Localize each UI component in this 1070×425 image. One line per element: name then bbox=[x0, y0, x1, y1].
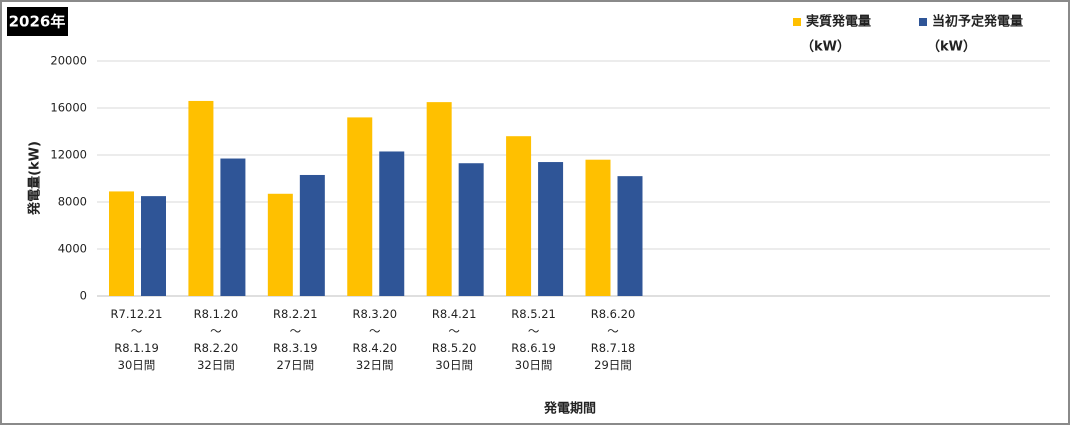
bar bbox=[299, 174, 325, 296]
bar bbox=[267, 193, 293, 296]
bar bbox=[379, 151, 405, 296]
y-tick-label: 20000 bbox=[50, 54, 87, 68]
x-tick-label: R7.12.21 ～ R8.1.19 30日間 bbox=[110, 307, 163, 372]
y-tick-label: 8000 bbox=[58, 195, 87, 209]
x-tick-label: R8.3.20 ～ R8.4.20 32日間 bbox=[352, 307, 398, 372]
x-tick-label: R8.5.21 ～ R8.6.19 30日間 bbox=[511, 307, 556, 372]
x-tick-label: R8.2.21 ～ R8.3.19 27日間 bbox=[273, 307, 318, 372]
bar bbox=[458, 163, 484, 296]
bar bbox=[617, 176, 643, 296]
chart-title: 2026年 bbox=[9, 13, 66, 31]
bar bbox=[426, 102, 452, 296]
bar bbox=[109, 191, 134, 296]
bar bbox=[220, 158, 246, 296]
x-tick-label: R8.4.21 ～ R8.5.20 30日間 bbox=[431, 307, 477, 372]
legend-unit: （kW） bbox=[801, 39, 850, 55]
y-tick-label: 0 bbox=[80, 289, 87, 303]
x-axis-label: 発電期間 bbox=[543, 401, 596, 417]
x-tick-label: R8.6.20 ～ R8.7.18 29日間 bbox=[590, 307, 636, 372]
legend-label: 実質発電量 bbox=[806, 14, 871, 30]
legend-swatch bbox=[793, 18, 801, 26]
bar bbox=[188, 100, 214, 296]
bar bbox=[538, 162, 564, 296]
y-axis-label: 発電量(kW) bbox=[27, 141, 43, 216]
y-tick-label: 4000 bbox=[58, 242, 87, 256]
legend-swatch bbox=[919, 18, 927, 26]
bar bbox=[506, 136, 532, 296]
y-tick-label: 16000 bbox=[50, 101, 87, 115]
title-box bbox=[7, 7, 68, 36]
bar bbox=[141, 196, 166, 296]
y-tick-label: 12000 bbox=[50, 148, 87, 162]
bar bbox=[347, 117, 373, 297]
x-tick-label: R8.1.20 ～ R8.2.20 32日間 bbox=[193, 307, 239, 372]
bar bbox=[585, 159, 611, 296]
legend-unit: （kW） bbox=[927, 39, 976, 55]
legend-label: 当初予定発電量 bbox=[932, 14, 1023, 30]
